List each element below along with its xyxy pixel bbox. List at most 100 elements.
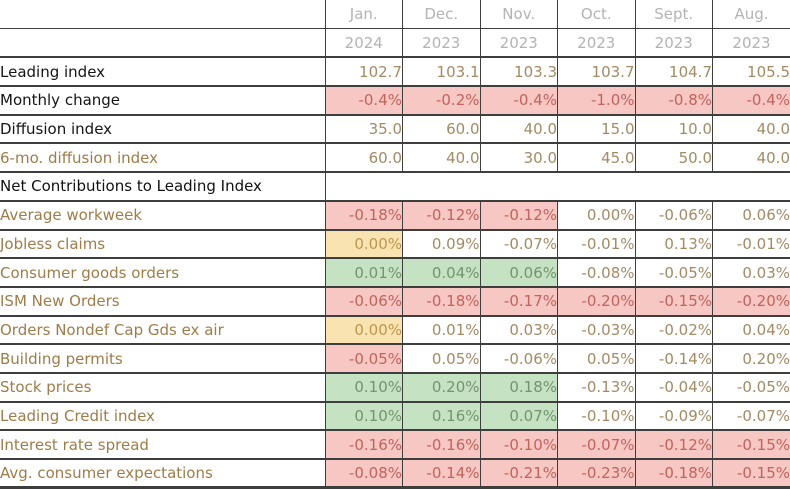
- value-cell: -0.4%: [713, 86, 790, 115]
- value-cell: 105.5: [713, 57, 790, 86]
- value-cell: -0.20%: [713, 287, 790, 316]
- row-label: Consumer goods orders: [0, 258, 325, 287]
- column-year-header: 2023: [635, 29, 713, 58]
- corner-blank-cell: [0, 0, 325, 29]
- value-cell: 40.0: [713, 143, 790, 172]
- month-header-row: Jan.Dec.Nov.Oct.Sept.Aug.: [0, 0, 790, 29]
- section-empty-cell: [325, 172, 790, 201]
- value-cell: -0.18%: [403, 287, 481, 316]
- value-cell: -0.05%: [713, 373, 790, 402]
- column-month-header: Nov.: [480, 0, 558, 29]
- column-month-header: Aug.: [713, 0, 790, 29]
- value-cell: 0.03%: [713, 258, 790, 287]
- value-cell: 0.10%: [325, 373, 403, 402]
- column-year-header: 2023: [403, 29, 481, 58]
- value-cell: -0.20%: [558, 287, 636, 316]
- value-cell: -0.13%: [558, 373, 636, 402]
- value-cell: 103.7: [558, 57, 636, 86]
- value-cell: -0.16%: [403, 430, 481, 459]
- table-row: Avg. consumer expectations-0.08%-0.14%-0…: [0, 459, 790, 488]
- row-label: Orders Nondef Cap Gds ex air: [0, 316, 325, 345]
- value-cell: 0.07%: [480, 402, 558, 431]
- value-cell: 0.05%: [403, 344, 481, 373]
- value-cell: 0.00%: [325, 230, 403, 259]
- value-cell: -0.06%: [480, 344, 558, 373]
- value-cell: -0.01%: [713, 230, 790, 259]
- value-cell: 0.13%: [635, 230, 713, 259]
- row-label: Leading Credit index: [0, 402, 325, 431]
- value-cell: -0.05%: [635, 258, 713, 287]
- table-row: Average workweek-0.18%-0.12%-0.12%0.00%-…: [0, 201, 790, 230]
- table-row: ISM New Orders-0.06%-0.18%-0.17%-0.20%-0…: [0, 287, 790, 316]
- value-cell: 104.7: [635, 57, 713, 86]
- value-cell: 0.16%: [403, 402, 481, 431]
- value-cell: 40.0: [713, 115, 790, 144]
- table-row: Net Contributions to Leading Index: [0, 172, 790, 201]
- value-cell: 40.0: [480, 115, 558, 144]
- row-label: Leading index: [0, 57, 325, 86]
- row-label: ISM New Orders: [0, 287, 325, 316]
- column-year-header: 2023: [558, 29, 636, 58]
- value-cell: 0.10%: [325, 402, 403, 431]
- column-year-header: 2023: [713, 29, 790, 58]
- column-year-header: 2024: [325, 29, 403, 58]
- value-cell: -0.15%: [635, 287, 713, 316]
- value-cell: 0.20%: [403, 373, 481, 402]
- value-cell: -0.07%: [480, 230, 558, 259]
- value-cell: 0.18%: [480, 373, 558, 402]
- value-cell: -0.08%: [325, 459, 403, 488]
- value-cell: 0.06%: [480, 258, 558, 287]
- row-label: Interest rate spread: [0, 430, 325, 459]
- value-cell: 0.00%: [558, 201, 636, 230]
- value-cell: -0.09%: [635, 402, 713, 431]
- value-cell: 35.0: [325, 115, 403, 144]
- value-cell: -0.02%: [635, 316, 713, 345]
- corner-blank-cell: [0, 29, 325, 58]
- value-cell: -0.18%: [325, 201, 403, 230]
- row-label: Average workweek: [0, 201, 325, 230]
- value-cell: -0.07%: [558, 430, 636, 459]
- value-cell: -0.05%: [325, 344, 403, 373]
- value-cell: 60.0: [403, 115, 481, 144]
- value-cell: -0.2%: [403, 86, 481, 115]
- value-cell: 0.09%: [403, 230, 481, 259]
- value-cell: -1.0%: [558, 86, 636, 115]
- value-cell: -0.06%: [635, 201, 713, 230]
- value-cell: 0.01%: [403, 316, 481, 345]
- value-cell: -0.4%: [480, 86, 558, 115]
- row-label: 6-mo. diffusion index: [0, 143, 325, 172]
- value-cell: -0.8%: [635, 86, 713, 115]
- value-cell: -0.14%: [635, 344, 713, 373]
- value-cell: 0.06%: [713, 201, 790, 230]
- value-cell: 0.04%: [403, 258, 481, 287]
- value-cell: 50.0: [635, 143, 713, 172]
- value-cell: -0.14%: [403, 459, 481, 488]
- value-cell: -0.03%: [558, 316, 636, 345]
- row-label: Stock prices: [0, 373, 325, 402]
- value-cell: -0.15%: [713, 459, 790, 488]
- row-label: Monthly change: [0, 86, 325, 115]
- row-label: Jobless claims: [0, 230, 325, 259]
- value-cell: 0.05%: [558, 344, 636, 373]
- row-label: Building permits: [0, 344, 325, 373]
- value-cell: -0.18%: [635, 459, 713, 488]
- value-cell: -0.4%: [325, 86, 403, 115]
- value-cell: 45.0: [558, 143, 636, 172]
- value-cell: -0.16%: [325, 430, 403, 459]
- value-cell: -0.08%: [558, 258, 636, 287]
- section-header-label: Net Contributions to Leading Index: [0, 172, 325, 201]
- value-cell: -0.04%: [635, 373, 713, 402]
- value-cell: -0.12%: [635, 430, 713, 459]
- value-cell: -0.23%: [558, 459, 636, 488]
- value-cell: 0.04%: [713, 316, 790, 345]
- column-month-header: Jan.: [325, 0, 403, 29]
